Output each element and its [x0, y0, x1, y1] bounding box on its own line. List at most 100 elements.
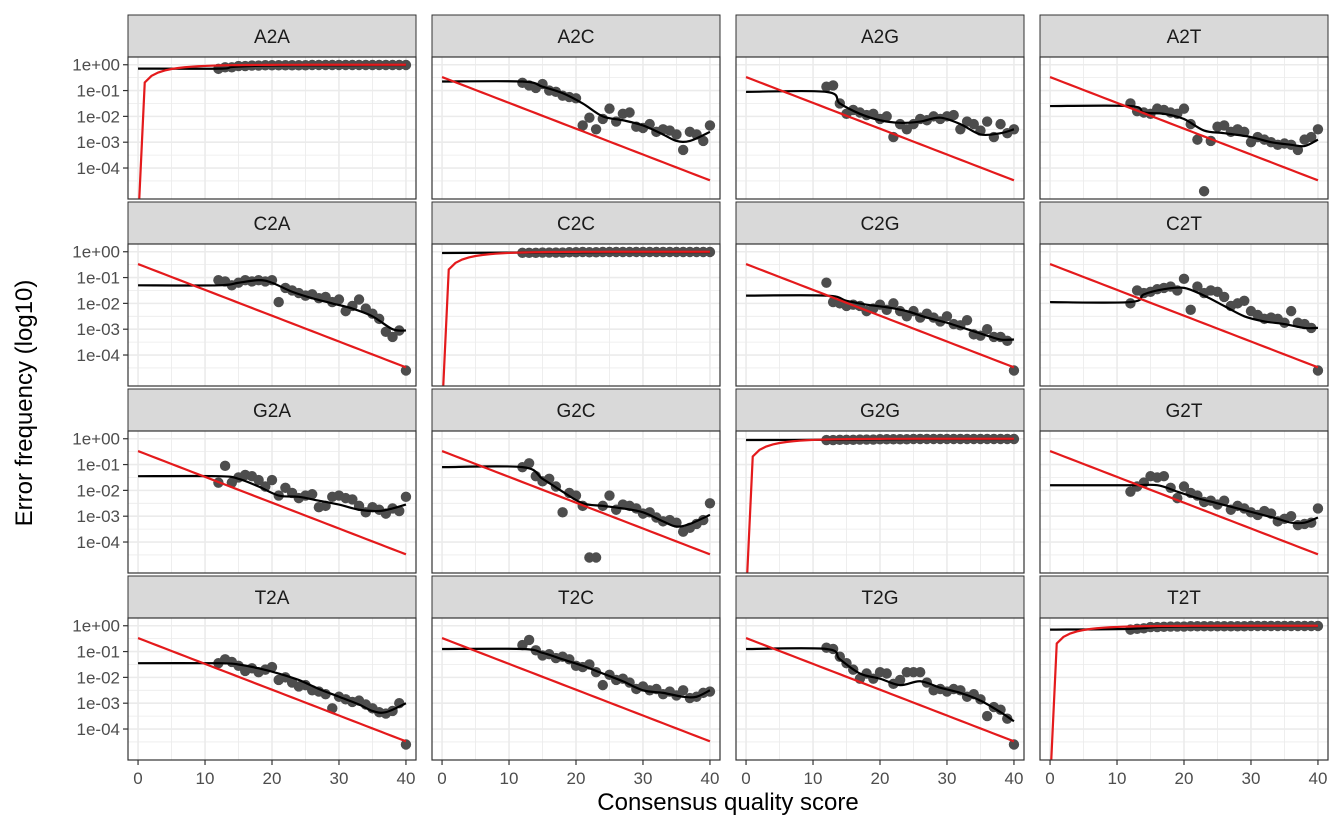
strip-t2c	[431, 575, 721, 619]
data-point-c2g	[821, 277, 832, 288]
panel-t2c: T2C 0 10 20 30 40	[431, 575, 721, 788]
fitted-error-line-a2c	[442, 80, 711, 143]
data-point-a2t	[1312, 124, 1324, 135]
data-point-g2a	[347, 494, 358, 505]
nominal-error-line-c2t	[1049, 263, 1319, 369]
panel-c2t: C2T	[1039, 201, 1329, 387]
data-point-c2g	[961, 314, 973, 326]
y-tick-label: 1e-02	[77, 107, 120, 126]
x-tick-label: 20	[1175, 769, 1194, 788]
y-tick-label: 1e-03	[77, 507, 120, 526]
data-point-a2t	[1178, 103, 1190, 114]
x-tick-label: 40	[700, 769, 719, 788]
panel-border-a2g	[735, 56, 1025, 200]
data-point-c2g	[888, 298, 899, 309]
fitted-error-line-t2c	[442, 647, 711, 699]
strip-label-c2a: C2A	[254, 214, 291, 235]
y-tick-label: 1e+00	[72, 243, 120, 262]
data-point-a2g	[995, 118, 1006, 130]
fitted-error-line-g2a	[138, 474, 407, 513]
data-point-c2a	[273, 296, 284, 308]
strip-a2g	[735, 14, 1025, 58]
data-point-c2a	[333, 294, 345, 305]
nominal-error-line-c2c	[442, 250, 710, 386]
data-point-c2a	[353, 294, 365, 305]
data-point-t2t	[1312, 620, 1324, 632]
data-point-t2g	[894, 674, 906, 686]
panel-t2g: T2G 0 10 20 30 40	[735, 575, 1025, 788]
fitted-error-line-c2t	[1050, 286, 1318, 330]
strip-label-g2g: G2G	[860, 401, 900, 422]
panel-border-g2g	[735, 430, 1025, 574]
fitted-error-line-g2c	[442, 465, 711, 528]
facet-panels: A2A 1e+00 1e-01 1e-02 1e-03 1e-04 A2C A2G A2T C2A…	[72, 14, 1329, 788]
data-point-a2t	[1198, 186, 1210, 197]
data-point-c2g	[941, 311, 953, 322]
panel-a2g: A2G	[735, 14, 1025, 200]
y-axis-title: Error frequency (log10)	[11, 280, 38, 527]
data-point-g2t	[1158, 470, 1170, 482]
fitted-error-line-c2g	[746, 294, 1014, 341]
x-tick-label: 10	[500, 769, 519, 788]
strip-label-g2t: G2T	[1166, 401, 1203, 422]
data-point-t2a	[266, 661, 278, 673]
data-point-t2c	[597, 679, 608, 691]
data-point-g2a	[253, 474, 264, 486]
strip-label-g2c: G2C	[556, 401, 595, 422]
data-point-c2t	[1312, 365, 1324, 376]
x-tick-label: 30	[938, 769, 957, 788]
data-point-c2a	[387, 331, 398, 343]
data-point-g2c	[557, 507, 568, 518]
strip-label-t2g: T2G	[862, 588, 899, 609]
nominal-error-line-a2g	[745, 76, 1015, 182]
data-point-a2t	[1192, 134, 1203, 145]
strip-label-c2g: C2G	[860, 214, 899, 235]
fitted-error-line-a2g	[746, 89, 1015, 137]
x-tick-label: 0	[1045, 769, 1054, 788]
x-tick-label: 30	[330, 769, 349, 788]
strip-label-g2a: G2A	[253, 401, 291, 422]
strip-label-a2c: A2C	[558, 27, 595, 48]
nominal-error-line-t2c	[441, 637, 711, 743]
nominal-error-line-a2c	[441, 76, 711, 182]
data-point-g2a	[266, 474, 278, 486]
data-point-g2t	[1178, 481, 1190, 492]
strip-label-t2a: T2A	[255, 588, 290, 609]
strip-c2a	[127, 201, 417, 245]
panel-border-g2c	[431, 430, 721, 574]
x-tick-label: 20	[263, 769, 282, 788]
fitted-error-line-t2a	[138, 661, 407, 714]
data-point-a2c	[584, 112, 595, 123]
data-point-t2c	[704, 686, 716, 697]
data-point-a2c	[604, 103, 615, 114]
panel-g2t: G2T	[1039, 388, 1329, 574]
strip-label-t2t: T2T	[1167, 588, 1201, 609]
x-tick-label: 40	[1004, 769, 1023, 788]
panel-a2a: A2A 1e+00 1e-01 1e-02 1e-03 1e-04	[72, 14, 417, 200]
data-point-a2t	[1218, 120, 1230, 131]
data-point-a2c	[698, 135, 709, 147]
strip-t2t	[1039, 575, 1329, 619]
nominal-error-line-a2a	[138, 63, 406, 199]
data-point-a2g	[881, 111, 892, 122]
y-tick-label: 1e-01	[77, 269, 120, 288]
strip-label-a2t: A2T	[1167, 27, 1202, 48]
data-point-a2g	[948, 109, 959, 121]
strip-g2g	[735, 388, 1025, 432]
panel-border-c2t	[1039, 243, 1329, 387]
panel-c2c: C2C	[431, 201, 721, 387]
fitted-error-line-g2t	[1050, 483, 1319, 525]
x-tick-label: 20	[871, 769, 890, 788]
data-point-a2g	[968, 118, 979, 130]
data-point-t2g	[1008, 739, 1020, 750]
y-tick-label: 1e-04	[77, 533, 120, 552]
data-point-a2c	[677, 144, 689, 156]
data-point-a2t	[1306, 131, 1317, 143]
data-point-c2g	[1008, 365, 1020, 376]
y-tick-label: 1e-03	[77, 133, 120, 152]
data-point-g2t	[1285, 511, 1297, 522]
data-point-c2g	[981, 324, 993, 335]
strip-label-c2t: C2T	[1166, 214, 1202, 235]
x-axis-title: Consensus quality score	[597, 789, 858, 816]
